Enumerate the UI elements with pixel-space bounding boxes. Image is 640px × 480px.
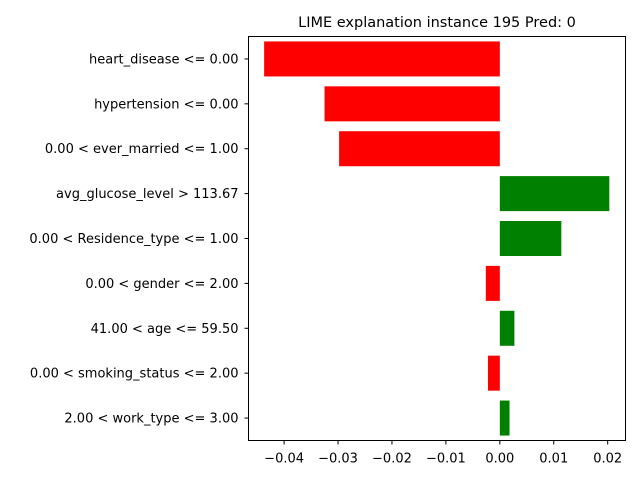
y-tick-label: 0.00 < gender <= 2.00	[85, 277, 238, 292]
x-tick-label: −0.02	[372, 452, 412, 467]
bar-0	[264, 41, 500, 77]
bar-6	[499, 310, 515, 346]
x-tick-label: 0.01	[539, 452, 568, 467]
y-tick-label: 0.00 < ever_married <= 1.00	[45, 142, 239, 157]
y-tick-label: heart_disease <= 0.00	[89, 52, 239, 67]
y-tick-labels: heart_disease <= 0.00 hypertension <= 0.0…	[29, 52, 249, 427]
x-tick-label: 0.02	[593, 452, 622, 467]
x-tick-label: −0.04	[264, 452, 304, 467]
x-tick-label: −0.01	[426, 452, 466, 467]
y-tick-label: 2.00 < work_type <= 3.00	[64, 412, 238, 427]
bar-2	[339, 131, 500, 167]
bar-4	[499, 220, 562, 257]
y-tick-label: hypertension <= 0.00	[94, 97, 238, 112]
bar-3	[499, 176, 610, 212]
bar-8	[499, 400, 510, 436]
bar-7	[487, 355, 500, 391]
x-tick-label: 0.00	[485, 452, 514, 467]
bars-group	[264, 41, 610, 436]
chart-title: LIME explanation instance 195 Pred: 0	[298, 15, 576, 31]
bar-1	[324, 86, 500, 122]
plot-area-frame	[248, 36, 626, 441]
x-tick-label: −0.03	[318, 452, 358, 467]
y-tick-label: 41.00 < age <= 59.50	[91, 322, 239, 337]
bar-5	[485, 265, 500, 301]
y-tick-label: 0.00 < Residence_type <= 1.00	[29, 232, 238, 247]
y-tick-label: avg_glucose_level > 113.67	[56, 187, 238, 202]
y-tick-label: 0.00 < smoking_status <= 2.00	[30, 367, 239, 382]
x-ticks: −0.04 −0.03 −0.02 −0.01 0.00 0.01 0.02	[264, 440, 622, 467]
